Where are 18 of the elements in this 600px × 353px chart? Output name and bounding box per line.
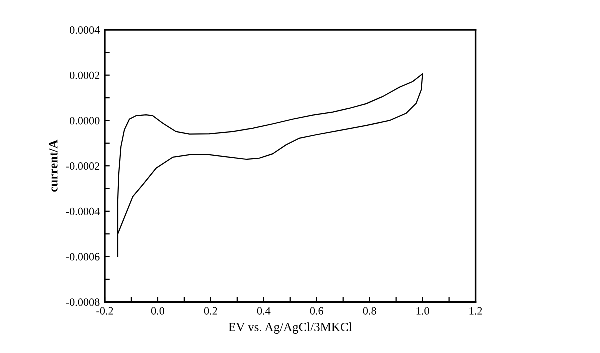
y-tick-label: 0.0002	[70, 72, 100, 80]
x-tick-label: 0.0	[151, 307, 164, 315]
y-tick-label: 0.0004	[70, 26, 100, 34]
y-tick-label: -0.0006	[66, 253, 100, 261]
y-tick-label: -0.0002	[66, 162, 100, 170]
y-tick-label: -0.0008	[66, 298, 100, 306]
x-tick-label: 1.2	[470, 307, 482, 315]
x-tick-label: -0.2	[96, 307, 114, 315]
y-tick-label: 0.0000	[70, 117, 100, 125]
line-series	[117, 73, 424, 258]
x-axis-title: EV vs. Ag/AgCl/3MKCl	[228, 322, 352, 334]
x-tick-label: 1.0	[416, 307, 430, 315]
y-tick-label: -0.0004	[66, 208, 100, 216]
x-tick-label: 0.4	[257, 307, 271, 315]
y-axis-title: current/A	[49, 140, 58, 192]
x-tick-label: 0.8	[363, 307, 376, 315]
x-tick-label: 0.6	[310, 307, 324, 315]
x-tick-label: 0.2	[204, 307, 218, 315]
